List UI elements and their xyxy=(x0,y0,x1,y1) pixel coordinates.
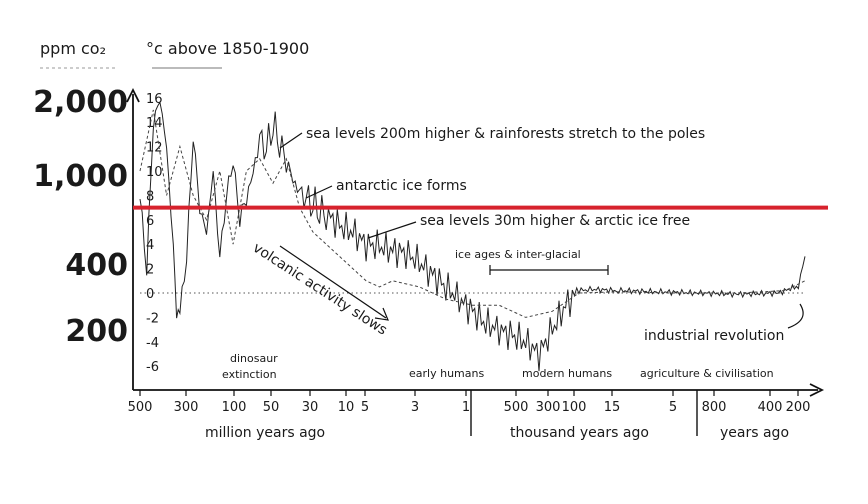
x-axis-ticks: 500 300 100 50 30 10 5 3 1 500 300 100 15 5 800 400 200 xyxy=(128,390,811,415)
epoch-dinosaur-extinction-line1: dinosaur xyxy=(230,352,278,365)
volcanic-arrowhead xyxy=(374,307,389,321)
co2-tick-label: 400 xyxy=(65,248,128,283)
annotation-sea-levels-200m: sea levels 200m higher & rainforests str… xyxy=(306,126,705,142)
segment-label-thousand: thousand years ago xyxy=(510,425,649,441)
co2-tick-label: 200 xyxy=(65,314,128,349)
temp-tick-label: 2 xyxy=(146,263,154,278)
x-tick-label: 3 xyxy=(411,400,419,415)
co2-tick-label: 1,000 xyxy=(33,159,128,194)
epoch-dinosaur-extinction-line2: extinction xyxy=(222,368,277,381)
annotation-arrow-sea-levels-30m xyxy=(367,221,417,239)
x-tick-label: 5 xyxy=(669,400,677,415)
x-tick-label: 100 xyxy=(562,400,587,415)
x-tick-label: 300 xyxy=(174,400,199,415)
industrial-arrow xyxy=(787,303,804,329)
co2-unit-label: ppm co₂ xyxy=(40,39,106,58)
temp-tick-label: -4 xyxy=(146,336,159,351)
co2-axis: 2,000 1,000 400 200 xyxy=(33,85,128,349)
temp-tick-label: -6 xyxy=(146,360,159,375)
x-axis-arrow xyxy=(809,383,825,397)
temp-unit-label: °c above 1850-1900 xyxy=(146,39,309,58)
annotation-sea-levels-30m: sea levels 30m higher & arctic ice free xyxy=(420,213,690,229)
annotation-volcanic-activity: volcanic activity slows xyxy=(250,240,390,339)
co2-series-line xyxy=(139,109,806,318)
temp-tick-label: 10 xyxy=(146,165,163,180)
x-tick-label: 500 xyxy=(504,400,529,415)
epoch-agriculture: agriculture & civilisation xyxy=(640,367,774,380)
epoch-early-humans: early humans xyxy=(409,367,484,380)
x-tick-label: 10 xyxy=(338,400,355,415)
co2-tick-label: 2,000 xyxy=(33,85,128,120)
annotation-arrow-antarctic-ice xyxy=(305,185,333,199)
temp-tick-label: 4 xyxy=(146,238,154,253)
temp-tick-label: -2 xyxy=(146,311,159,326)
annotation-antarctic-ice: antarctic ice forms xyxy=(336,178,467,194)
annotation-industrial-revolution: industrial revolution xyxy=(644,328,784,344)
x-tick-label: 800 xyxy=(702,400,727,415)
series-layer xyxy=(139,100,806,372)
temp-tick-label: 16 xyxy=(146,92,163,107)
y-axis-arrow xyxy=(126,87,140,103)
temp-tick-label: 12 xyxy=(146,141,163,156)
x-tick-label: 1 xyxy=(462,400,470,415)
temp-tick-label: 0 xyxy=(146,287,154,302)
x-tick-label: 5 xyxy=(361,400,369,415)
segment-label-million: million years ago xyxy=(205,425,325,441)
x-tick-label: 300 xyxy=(536,400,561,415)
x-tick-label: 15 xyxy=(604,400,621,415)
x-tick-label: 100 xyxy=(222,400,247,415)
volcanic-arrow xyxy=(279,245,387,319)
annotation-ice-ages: ice ages & inter-glacial xyxy=(455,248,581,261)
temp-tick-label: 6 xyxy=(146,214,154,229)
x-tick-label: 30 xyxy=(302,400,319,415)
x-tick-label: 50 xyxy=(263,400,280,415)
epoch-modern-humans: modern humans xyxy=(522,367,612,380)
x-tick-label: 500 xyxy=(128,400,153,415)
annotation-arrow-sea-levels-200m xyxy=(279,132,303,149)
x-tick-label: 200 xyxy=(786,400,811,415)
x-tick-label: 400 xyxy=(758,400,783,415)
segment-label-years: years ago xyxy=(720,425,789,441)
temperature-series-line xyxy=(139,100,806,372)
